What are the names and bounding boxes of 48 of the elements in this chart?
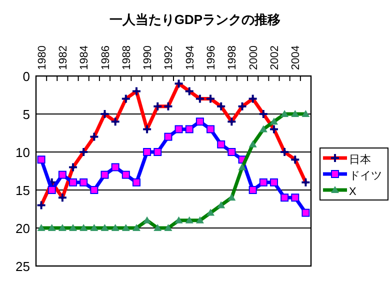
x-tick-label: 1990 xyxy=(142,46,154,70)
point xyxy=(248,186,257,194)
legend-label: 日本 xyxy=(349,153,371,166)
chart-title: 一人当たりGDPランクの推移 xyxy=(109,12,281,27)
y-tick-label: 25 xyxy=(16,259,30,274)
y-tick-label: 0 xyxy=(22,69,30,84)
point xyxy=(48,186,56,194)
legend-label: X xyxy=(349,186,357,198)
point xyxy=(174,125,183,134)
point xyxy=(280,194,289,202)
x-tick-label: 1998 xyxy=(226,46,239,70)
x-tick-label: 1996 xyxy=(206,46,218,70)
x-tick-label: 1988 xyxy=(120,46,133,70)
point xyxy=(90,186,98,194)
point xyxy=(228,148,236,156)
x-tick-label: 1984 xyxy=(78,46,91,70)
point xyxy=(164,132,172,141)
point xyxy=(80,178,88,186)
x-tick-label: 1992 xyxy=(163,46,176,70)
y-tick-label: 5 xyxy=(22,107,30,122)
point xyxy=(122,170,130,179)
point xyxy=(217,140,226,148)
point xyxy=(185,125,194,134)
x-tick-label: 2002 xyxy=(268,46,281,70)
point xyxy=(100,170,109,179)
x-tick-label: 1994 xyxy=(184,46,196,70)
point xyxy=(132,178,140,186)
point xyxy=(143,148,152,156)
point xyxy=(270,178,278,186)
y-tick-label: 20 xyxy=(16,221,30,236)
y-tick-label: 10 xyxy=(16,145,30,160)
point xyxy=(111,163,120,172)
point xyxy=(291,194,300,202)
point xyxy=(302,208,310,217)
x-tick-label: 2000 xyxy=(248,46,260,70)
point xyxy=(259,178,268,186)
x-tick-label: 1980 xyxy=(36,46,48,70)
point xyxy=(69,178,78,186)
x-tick-label: 1986 xyxy=(100,46,112,70)
legend-label: ドイツ xyxy=(349,170,382,182)
x-tick-label: 1982 xyxy=(57,46,70,70)
y-tick-label: 15 xyxy=(16,183,30,198)
point xyxy=(206,125,215,134)
point xyxy=(58,170,66,179)
point xyxy=(154,148,162,156)
point xyxy=(37,156,46,164)
point xyxy=(196,118,204,126)
x-tick-label: 2004 xyxy=(290,46,302,70)
